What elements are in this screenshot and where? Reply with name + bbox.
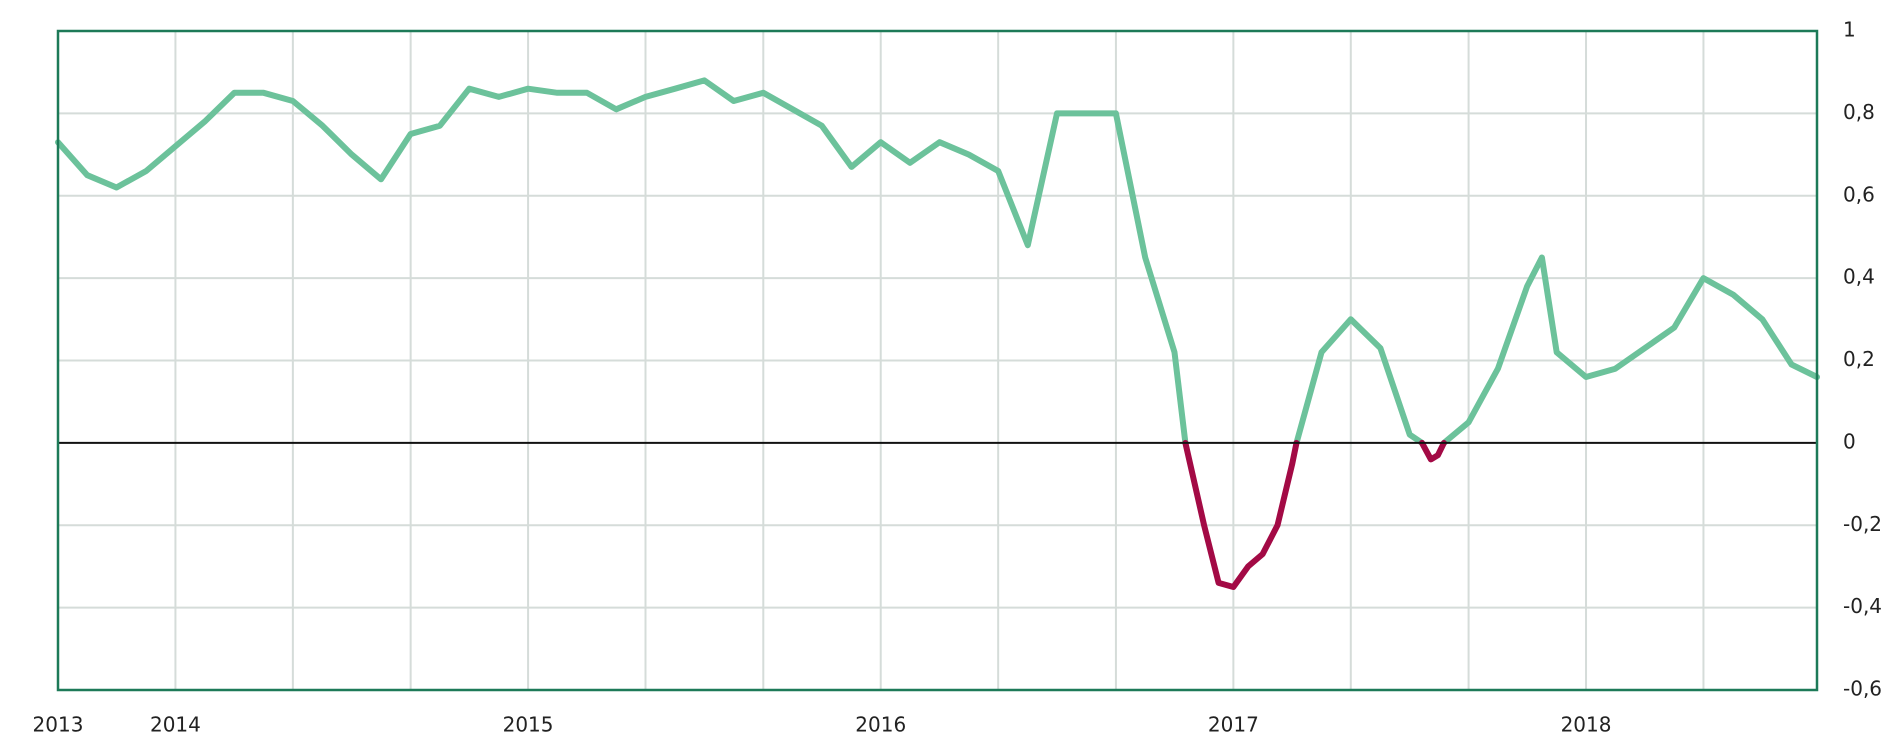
data-line	[55, 77, 1820, 446]
x-tick-label: 2016	[855, 713, 906, 737]
plot-frame	[56, 29, 1819, 692]
y-tick-label: 0,2	[1843, 347, 1875, 371]
data-line	[1182, 439, 1447, 590]
x-tick-label: 2018	[1561, 713, 1612, 737]
y-tick-label: -0,4	[1843, 594, 1882, 618]
x-tick-label: 2014	[150, 713, 201, 737]
x-tick-label: 2013	[33, 713, 84, 737]
y-tick-label: 0,6	[1843, 182, 1875, 206]
y-tick-label: -0,2	[1843, 512, 1882, 536]
y-tick-label: 1	[1843, 18, 1856, 42]
x-tick-label: 2017	[1208, 713, 1259, 737]
y-tick-label: 0,4	[1843, 265, 1875, 289]
y-tick-label: -0,6	[1843, 677, 1882, 701]
y-tick-label: 0	[1843, 429, 1856, 453]
y-tick-label: 0,8	[1843, 100, 1875, 124]
x-tick-label: 2015	[503, 713, 554, 737]
